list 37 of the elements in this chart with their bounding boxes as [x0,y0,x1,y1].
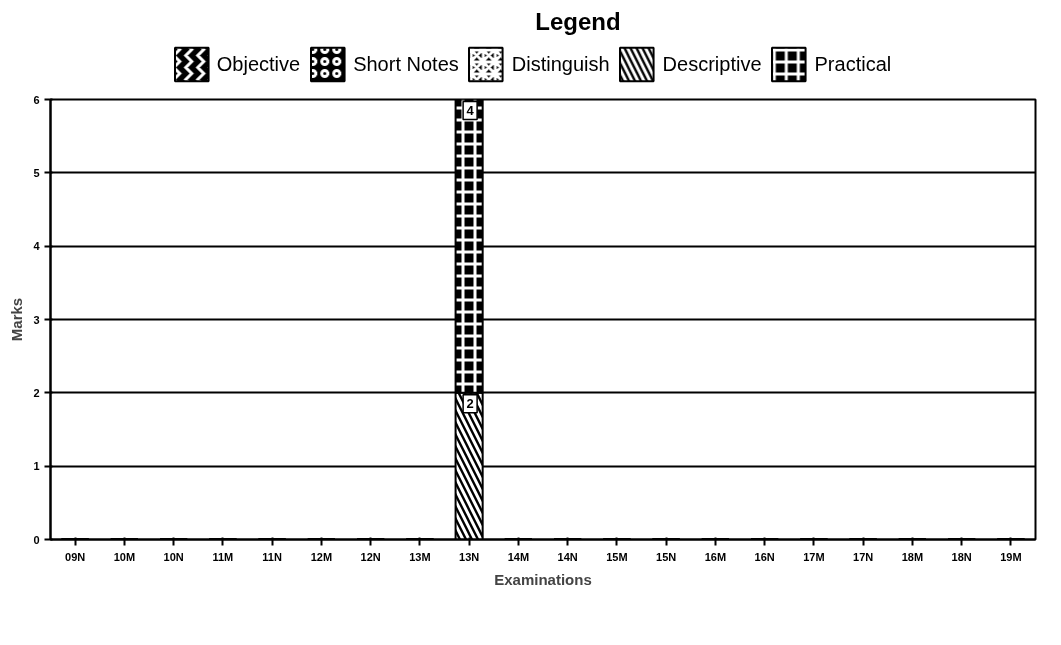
y-tick-label: 3 [33,313,40,326]
y-tick-label: 4 [33,240,41,253]
legend-label: Objective [216,51,301,77]
legend-title: Legend [535,7,621,35]
x-tick-label: 09N [65,550,86,563]
x-tick-label: 12N [360,550,381,563]
y-tick-label: 1 [33,460,40,473]
x-tick-label: 14N [557,550,578,563]
x-tick-label: 18M [901,550,924,563]
y-tick-label: 0 [33,533,40,546]
y-axis-title: Marks [8,297,26,342]
legend-label: Distinguish [511,51,610,77]
x-tick-label: 16N [754,550,775,563]
y-tick-label: 6 [33,93,40,106]
x-tick-label: 10N [163,550,184,563]
legend-label: Descriptive [662,51,762,77]
data-label: 2 [466,396,474,412]
y-tick-label: 2 [33,386,40,399]
y-tick-label: 5 [33,166,40,179]
x-tick-label: 17N [853,550,874,563]
x-tick-label: 13N [459,550,480,563]
x-tick-label: 11N [262,550,282,563]
x-tick-label: 15N [656,550,677,563]
legend-label: Short Notes [353,51,459,77]
x-tick-label: 11M [212,550,234,563]
x-tick-label: 12M [310,550,333,563]
data-label: 4 [466,103,475,118]
x-tick-label: 18N [951,550,972,563]
x-tick-label: 19M [1000,550,1022,563]
x-tick-label: 16M [704,550,727,563]
legend-label: Practical [814,51,892,77]
x-tick-label: 14M [507,550,530,563]
x-tick-label: 15M [606,550,628,563]
x-tick-label: 10M [113,550,136,563]
x-tick-label: 17M [803,550,825,563]
x-axis-title: Examinations [494,570,592,588]
x-tick-label: 13M [409,550,431,563]
